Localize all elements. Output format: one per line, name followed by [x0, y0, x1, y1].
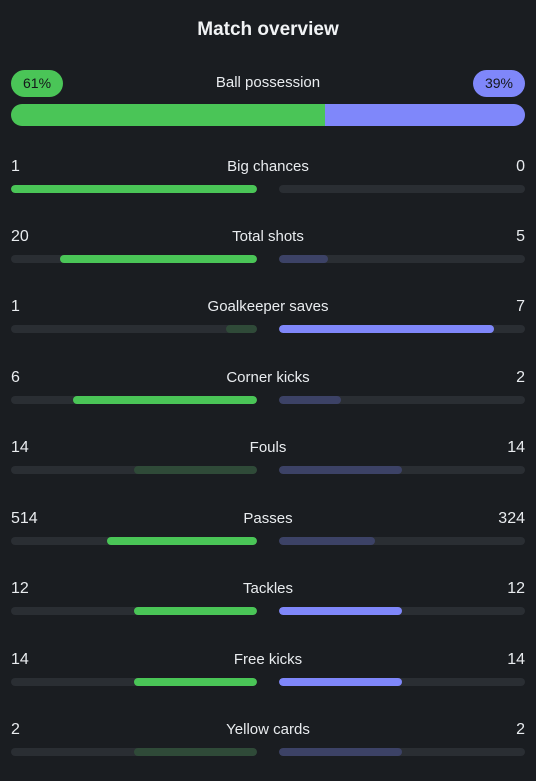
- away-bar-fill: [279, 678, 402, 686]
- away-bar-track: [279, 325, 525, 333]
- away-value: 7: [516, 298, 525, 315]
- possession-bar: [11, 104, 525, 126]
- stat-label: Yellow cards: [226, 721, 310, 738]
- home-value: 1: [11, 298, 20, 315]
- home-bar-fill: [134, 466, 257, 474]
- home-bar-fill: [134, 748, 257, 756]
- stat-row-corner-kicks: 6 Corner kicks 2: [11, 369, 525, 409]
- away-bar-track: [279, 255, 525, 263]
- possession-label: Ball possession: [215, 74, 321, 91]
- away-value: 324: [498, 510, 525, 527]
- stat-row-goalkeeper-saves: 1 Goalkeeper saves 7: [11, 298, 525, 338]
- stat-row-yellow-cards: 2 Yellow cards 2: [11, 721, 525, 761]
- away-possession-badge: 39%: [472, 70, 525, 97]
- home-bar-track: [11, 396, 257, 404]
- away-value: 14: [507, 651, 525, 668]
- home-bar-track: [11, 607, 257, 615]
- stat-row-free-kicks: 14 Free kicks 14: [11, 651, 525, 691]
- home-bar-fill: [106, 537, 257, 545]
- page-title: Match overview: [197, 19, 339, 40]
- away-bar-track: [279, 185, 525, 193]
- away-bar-fill: [279, 325, 495, 333]
- home-value: 12: [11, 580, 29, 597]
- home-value: 20: [11, 228, 29, 245]
- home-bar-track: [11, 325, 257, 333]
- stat-label: Goalkeeper saves: [207, 298, 329, 315]
- stat-label: Corner kicks: [226, 369, 310, 386]
- away-value: 14: [507, 439, 525, 456]
- away-bar-track: [279, 537, 525, 545]
- home-bar-fill: [60, 255, 257, 263]
- away-bar-track: [279, 748, 525, 756]
- stat-label: Tackles: [242, 580, 294, 597]
- home-bar-track: [11, 537, 257, 545]
- away-bar-track: [279, 396, 525, 404]
- home-bar-fill: [134, 678, 257, 686]
- home-bar-track: [11, 678, 257, 686]
- home-value: 1: [11, 158, 20, 175]
- stat-label: Free kicks: [233, 651, 303, 668]
- home-bar-track: [11, 748, 257, 756]
- stat-label: Total shots: [232, 228, 304, 245]
- home-bar-track: [11, 466, 257, 474]
- home-bar-fill: [72, 396, 257, 404]
- stat-label: Big chances: [227, 158, 309, 175]
- away-value: 5: [516, 228, 525, 245]
- stat-row-total-shots: 20 Total shots 5: [11, 228, 525, 268]
- home-value: 6: [11, 369, 20, 386]
- home-value: 14: [11, 439, 29, 456]
- away-bar-fill: [279, 537, 375, 545]
- home-value: 14: [11, 651, 29, 668]
- stat-label: Fouls: [249, 439, 287, 456]
- home-bar-fill: [134, 607, 257, 615]
- away-value: 2: [516, 721, 525, 738]
- possession-bar-away: [324, 104, 525, 126]
- away-bar-fill: [279, 255, 329, 263]
- home-bar-fill: [11, 185, 257, 193]
- away-bar-fill: [279, 748, 402, 756]
- possession-bar-home: [11, 104, 325, 126]
- away-bar-fill: [279, 466, 402, 474]
- home-bar-fill: [226, 325, 257, 333]
- home-value: 2: [11, 721, 20, 738]
- home-bar-track: [11, 185, 257, 193]
- stat-row-fouls: 14 Fouls 14: [11, 439, 525, 479]
- away-bar-track: [279, 466, 525, 474]
- stat-row-tackles: 12 Tackles 12: [11, 580, 525, 620]
- away-value: 2: [516, 369, 525, 386]
- away-bar-fill: [279, 607, 402, 615]
- home-bar-track: [11, 255, 257, 263]
- away-value: 0: [516, 158, 525, 175]
- stat-label: Passes: [243, 510, 293, 527]
- stat-row-passes: 514 Passes 324: [11, 510, 525, 550]
- stat-row-big-chances: 1 Big chances 0: [11, 158, 525, 198]
- home-possession-badge: 61%: [11, 70, 64, 97]
- away-bar-fill: [279, 396, 341, 404]
- possession-stat: 61% Ball possession 39%: [11, 70, 525, 127]
- away-value: 12: [507, 580, 525, 597]
- away-bar-track: [279, 678, 525, 686]
- away-bar-track: [279, 607, 525, 615]
- home-value: 514: [11, 510, 38, 527]
